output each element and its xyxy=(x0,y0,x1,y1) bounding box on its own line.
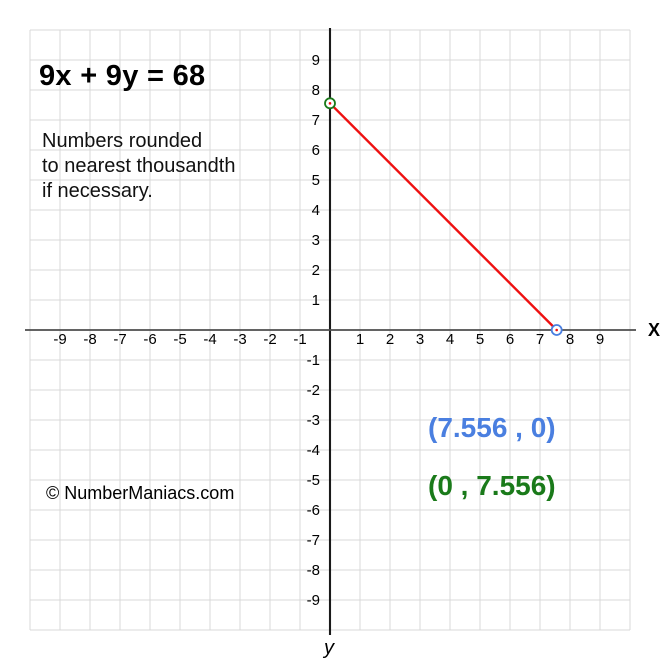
svg-text:2: 2 xyxy=(386,331,394,348)
svg-text:9: 9 xyxy=(312,52,320,69)
svg-text:3: 3 xyxy=(416,331,424,348)
svg-text:3: 3 xyxy=(312,232,320,249)
svg-text:-1: -1 xyxy=(293,331,306,348)
svg-text:-9: -9 xyxy=(53,331,66,348)
svg-text:-5: -5 xyxy=(307,472,320,489)
svg-text:-7: -7 xyxy=(113,331,126,348)
svg-text:5: 5 xyxy=(476,331,484,348)
svg-text:-3: -3 xyxy=(307,412,320,429)
svg-text:-3: -3 xyxy=(233,331,246,348)
svg-text:8: 8 xyxy=(566,331,574,348)
svg-text:1: 1 xyxy=(312,292,320,309)
svg-text:8: 8 xyxy=(312,82,320,99)
svg-text:6: 6 xyxy=(506,331,514,348)
svg-text:7: 7 xyxy=(536,331,544,348)
svg-text:-2: -2 xyxy=(263,331,276,348)
svg-text:4: 4 xyxy=(446,331,454,348)
svg-text:-5: -5 xyxy=(173,331,186,348)
svg-text:1: 1 xyxy=(356,331,364,348)
svg-text:y: y xyxy=(322,637,335,659)
svg-text:-1: -1 xyxy=(307,352,320,369)
svg-text:-9: -9 xyxy=(307,592,320,609)
svg-text:4: 4 xyxy=(312,202,320,219)
svg-text:-7: -7 xyxy=(307,532,320,549)
svg-text:-2: -2 xyxy=(307,382,320,399)
svg-text:6: 6 xyxy=(312,142,320,159)
svg-text:-6: -6 xyxy=(143,331,156,348)
svg-text:-4: -4 xyxy=(307,442,320,459)
svg-text:X: X xyxy=(648,320,660,340)
svg-text:5: 5 xyxy=(312,172,320,189)
svg-text:-8: -8 xyxy=(307,562,320,579)
svg-text:-8: -8 xyxy=(83,331,96,348)
svg-text:2: 2 xyxy=(312,262,320,279)
svg-text:9: 9 xyxy=(596,331,604,348)
svg-text:-6: -6 xyxy=(307,502,320,519)
svg-text:-4: -4 xyxy=(203,331,216,348)
svg-text:7: 7 xyxy=(312,112,320,129)
